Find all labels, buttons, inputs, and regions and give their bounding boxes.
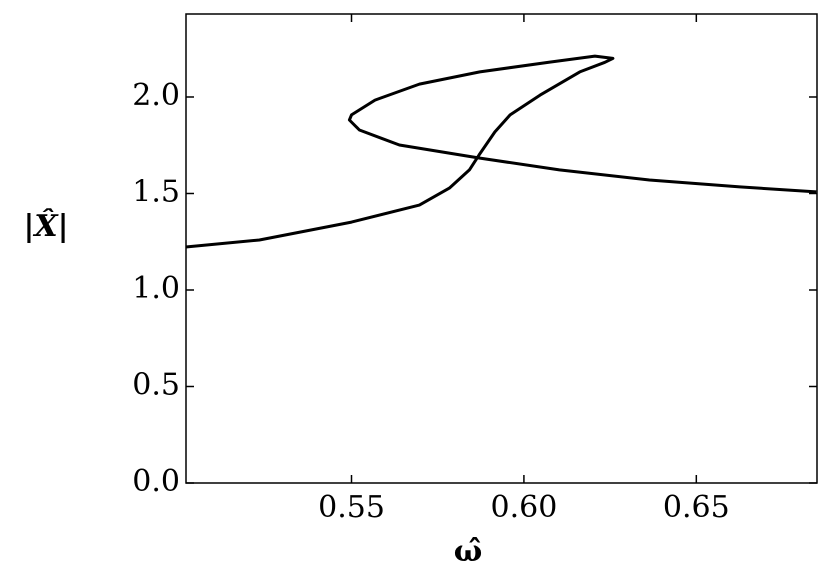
x-tick-label: 0.55 <box>318 490 385 525</box>
y-tick-label: 0.0 <box>132 464 180 499</box>
plot-frame <box>185 13 818 484</box>
y-tick-label: 0.5 <box>132 367 180 402</box>
x-tick-label: 0.65 <box>663 490 730 525</box>
y-axis-label: |X̂| <box>23 209 68 244</box>
y-tick-label: 1.0 <box>132 271 180 306</box>
y-tick-label: 2.0 <box>132 78 180 113</box>
y-tick-label: 1.5 <box>132 174 180 209</box>
x-tick-label: 0.60 <box>491 490 558 525</box>
x-axis-label: ω̂ <box>454 534 483 569</box>
line <box>185 54 817 249</box>
